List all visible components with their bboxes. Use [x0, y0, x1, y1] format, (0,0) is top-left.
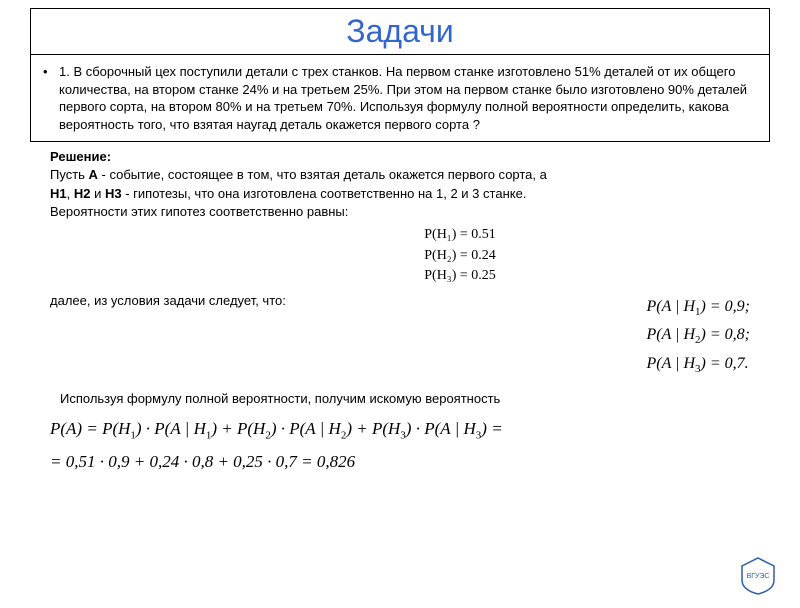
sol-line3: Вероятности этих гипотез соответственно …	[50, 203, 750, 221]
cond-1: P(A | H1) = 0,9;	[647, 296, 751, 321]
final-eq-line1: P(A) = P(H1) · P(A | H1) + P(H2) · P(A |…	[50, 414, 750, 446]
sep1: ,	[67, 186, 74, 201]
sol-line2-post: - гипотезы, что она изготовлена соответс…	[122, 186, 527, 201]
sol-line1-post: - событие, состоящее в том, что взятая д…	[98, 167, 547, 182]
problem-text: 1. В сборочный цех поступили детали с тр…	[59, 63, 757, 133]
cond-text: далее, из условия задачи следует, что:	[50, 292, 617, 310]
cond-2: P(A | H2) = 0,8;	[647, 324, 751, 349]
problem-box: • 1. В сборочный цех поступили детали с …	[30, 55, 770, 142]
p-h3: P(H₃) = 0.25	[170, 266, 750, 286]
svg-text:ВГУЭС: ВГУЭС	[747, 573, 770, 580]
bullet: •	[43, 63, 59, 133]
logo: ВГУЭС	[734, 556, 782, 596]
title-box: Задачи	[30, 8, 770, 55]
page-title: Задачи	[31, 13, 769, 50]
solution-block: Решение: Пусть А - событие, состоящее в …	[50, 148, 750, 381]
sol-line1-pre: Пусть	[50, 167, 89, 182]
sol-h2: Н2	[74, 186, 91, 201]
sol-h3: Н3	[105, 186, 122, 201]
sol-h1: Н1	[50, 186, 67, 201]
logo-icon: ВГУЭС	[734, 556, 782, 596]
sep2: и	[90, 186, 105, 201]
final-equation: P(A) = P(H1) · P(A | H1) + P(H2) · P(A |…	[50, 414, 750, 477]
p-h2: P(H₂) = 0.24	[170, 246, 750, 266]
solution-label: Решение:	[50, 149, 111, 164]
cond-equations: P(A | H1) = 0,9; P(A | H2) = 0,8; P(A | …	[647, 292, 751, 382]
final-text: Используя формулу полной вероятности, по…	[60, 391, 750, 406]
sol-A: А	[89, 167, 98, 182]
final-eq-line2: = 0,51 · 0,9 + 0,24 · 0,8 + 0,25 · 0,7 =…	[50, 447, 750, 478]
hypothesis-probs: P(H₁) = 0.51 P(H₂) = 0.24 P(H₃) = 0.25	[170, 225, 750, 286]
cond-3: P(A | H3) = 0,7.	[647, 353, 751, 378]
p-h1: P(H₁) = 0.51	[170, 225, 750, 245]
